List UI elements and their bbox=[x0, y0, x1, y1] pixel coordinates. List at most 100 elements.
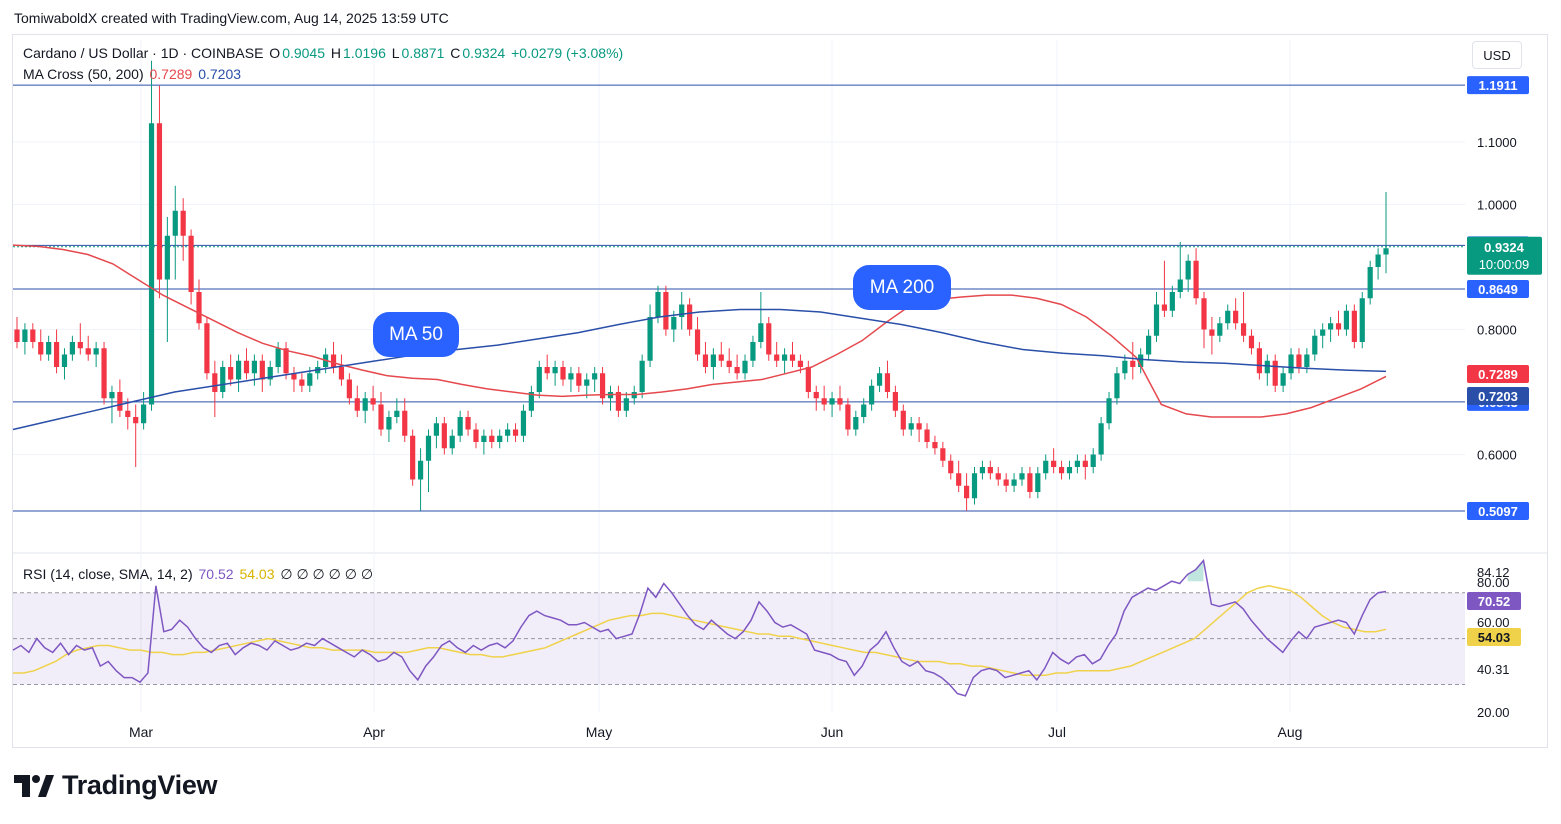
rsi-tick-label: 20.00 bbox=[1477, 705, 1510, 720]
y-tick-label: 0.6000 bbox=[1477, 448, 1517, 463]
candle-body bbox=[164, 235, 170, 280]
candle-body bbox=[243, 360, 250, 374]
candle-body bbox=[188, 235, 194, 292]
rsi-tick-label: 40.31 bbox=[1477, 662, 1510, 677]
candle-body bbox=[38, 342, 44, 355]
candle-body bbox=[1320, 329, 1326, 336]
candle-body bbox=[1082, 460, 1088, 467]
candle-body bbox=[1035, 473, 1041, 492]
candle-body bbox=[220, 367, 226, 392]
candle-body bbox=[235, 360, 242, 380]
candle-body bbox=[307, 373, 313, 386]
candle-body bbox=[853, 417, 859, 430]
candle-body bbox=[228, 367, 234, 380]
candle-body bbox=[267, 367, 273, 380]
candle-body bbox=[1185, 260, 1191, 280]
candle-body bbox=[275, 348, 281, 367]
candle-body bbox=[457, 417, 463, 436]
last-price-label: 0.9324 bbox=[1484, 240, 1525, 255]
candle-body bbox=[1367, 267, 1373, 299]
tradingview-logo[interactable]: TradingView bbox=[14, 770, 218, 801]
ma-cross-title[interactable]: MA Cross (50, 200) bbox=[23, 66, 144, 82]
candle-body bbox=[370, 398, 376, 405]
candle-body bbox=[956, 473, 962, 486]
candle-body bbox=[410, 435, 416, 480]
ma200-line bbox=[12, 308, 1387, 431]
candle-body bbox=[1138, 354, 1144, 367]
candle-body bbox=[512, 429, 519, 436]
candle-body bbox=[876, 373, 883, 386]
candle-body bbox=[109, 392, 115, 399]
created-with-line: TomiwaboldX created with TradingView.com… bbox=[14, 10, 449, 26]
level-price-label: 0.8649 bbox=[1478, 282, 1518, 297]
candle-body bbox=[639, 360, 645, 392]
symbol-title[interactable]: Cardano / US Dollar · 1D · COINBASE bbox=[23, 45, 264, 61]
y-tick-label: 0.8000 bbox=[1477, 323, 1517, 338]
ma-price-tag bbox=[1467, 365, 1529, 383]
open-value: 0.9045 bbox=[282, 45, 326, 61]
rsi-title[interactable]: RSI (14, close, SMA, 14, 2) bbox=[23, 566, 193, 582]
candle-body bbox=[1106, 398, 1112, 424]
countdown-label: 10:00:09 bbox=[1479, 257, 1530, 272]
candle-body bbox=[908, 423, 914, 430]
candle-body bbox=[378, 404, 384, 430]
rsi-legend-value: 70.52 bbox=[198, 566, 234, 582]
candle-body bbox=[1272, 360, 1278, 386]
candle-body bbox=[394, 410, 400, 417]
candle-body bbox=[726, 360, 732, 367]
rsi-sma-value-tag bbox=[1467, 628, 1521, 646]
candle-body bbox=[694, 329, 701, 355]
candle-body bbox=[924, 429, 930, 442]
x-tick-label: Jul bbox=[1048, 724, 1066, 740]
candle-body bbox=[1003, 479, 1009, 486]
candle-body bbox=[1153, 304, 1160, 336]
candle-body bbox=[758, 323, 764, 342]
candle-body bbox=[552, 367, 558, 374]
ma200-legend-value: 0.7203 bbox=[198, 66, 242, 82]
rsi-sma-line bbox=[13, 585, 1387, 677]
candle-body bbox=[283, 348, 289, 374]
candle-body bbox=[544, 367, 550, 374]
chart-frame[interactable] bbox=[12, 34, 1548, 748]
open-label: O bbox=[269, 45, 281, 61]
candle-body bbox=[77, 342, 83, 349]
currency-button[interactable]: USD bbox=[1472, 41, 1522, 69]
candle-body bbox=[568, 373, 574, 380]
candle-body bbox=[536, 367, 542, 392]
rsi-sma-value-label: 54.03 bbox=[1478, 630, 1511, 645]
candle-body bbox=[576, 373, 582, 386]
candle-body bbox=[1248, 335, 1255, 349]
candle-body bbox=[995, 473, 1001, 480]
level-price-label: 0.5097 bbox=[1478, 504, 1518, 519]
legend-main: Cardano / US Dollar · 1D · COINBASE O 0.9… bbox=[23, 45, 625, 61]
candle-body bbox=[53, 342, 60, 367]
candle-body bbox=[1169, 292, 1175, 311]
candle-body bbox=[1130, 360, 1136, 367]
candle-body bbox=[196, 292, 202, 324]
tradingview-wordmark: TradingView bbox=[62, 770, 218, 800]
level-price-label: 1.1911 bbox=[1478, 78, 1517, 93]
candle-body bbox=[1225, 310, 1231, 324]
change-value: +0.0279 (+3.08%) bbox=[511, 45, 624, 61]
candle-body bbox=[1051, 460, 1057, 467]
low-label: L bbox=[391, 45, 400, 61]
candle-body bbox=[869, 385, 875, 405]
candle-body bbox=[679, 304, 685, 317]
candle-body bbox=[900, 410, 906, 430]
candle-body bbox=[710, 354, 716, 367]
ma-price-tag bbox=[1467, 387, 1529, 405]
candle-body bbox=[85, 348, 91, 355]
candle-body bbox=[584, 379, 590, 386]
candle-body bbox=[1288, 354, 1294, 374]
candle-body bbox=[338, 367, 345, 380]
candle-body bbox=[774, 354, 780, 361]
candle-body bbox=[1359, 298, 1365, 342]
candle-body bbox=[156, 123, 163, 280]
candle-body bbox=[702, 354, 709, 367]
candle-body bbox=[425, 435, 432, 461]
candle-body bbox=[592, 373, 598, 380]
candle-body bbox=[766, 323, 772, 355]
ma200-callout: MA 200 bbox=[853, 265, 951, 310]
x-tick-label: Jun bbox=[821, 724, 844, 740]
